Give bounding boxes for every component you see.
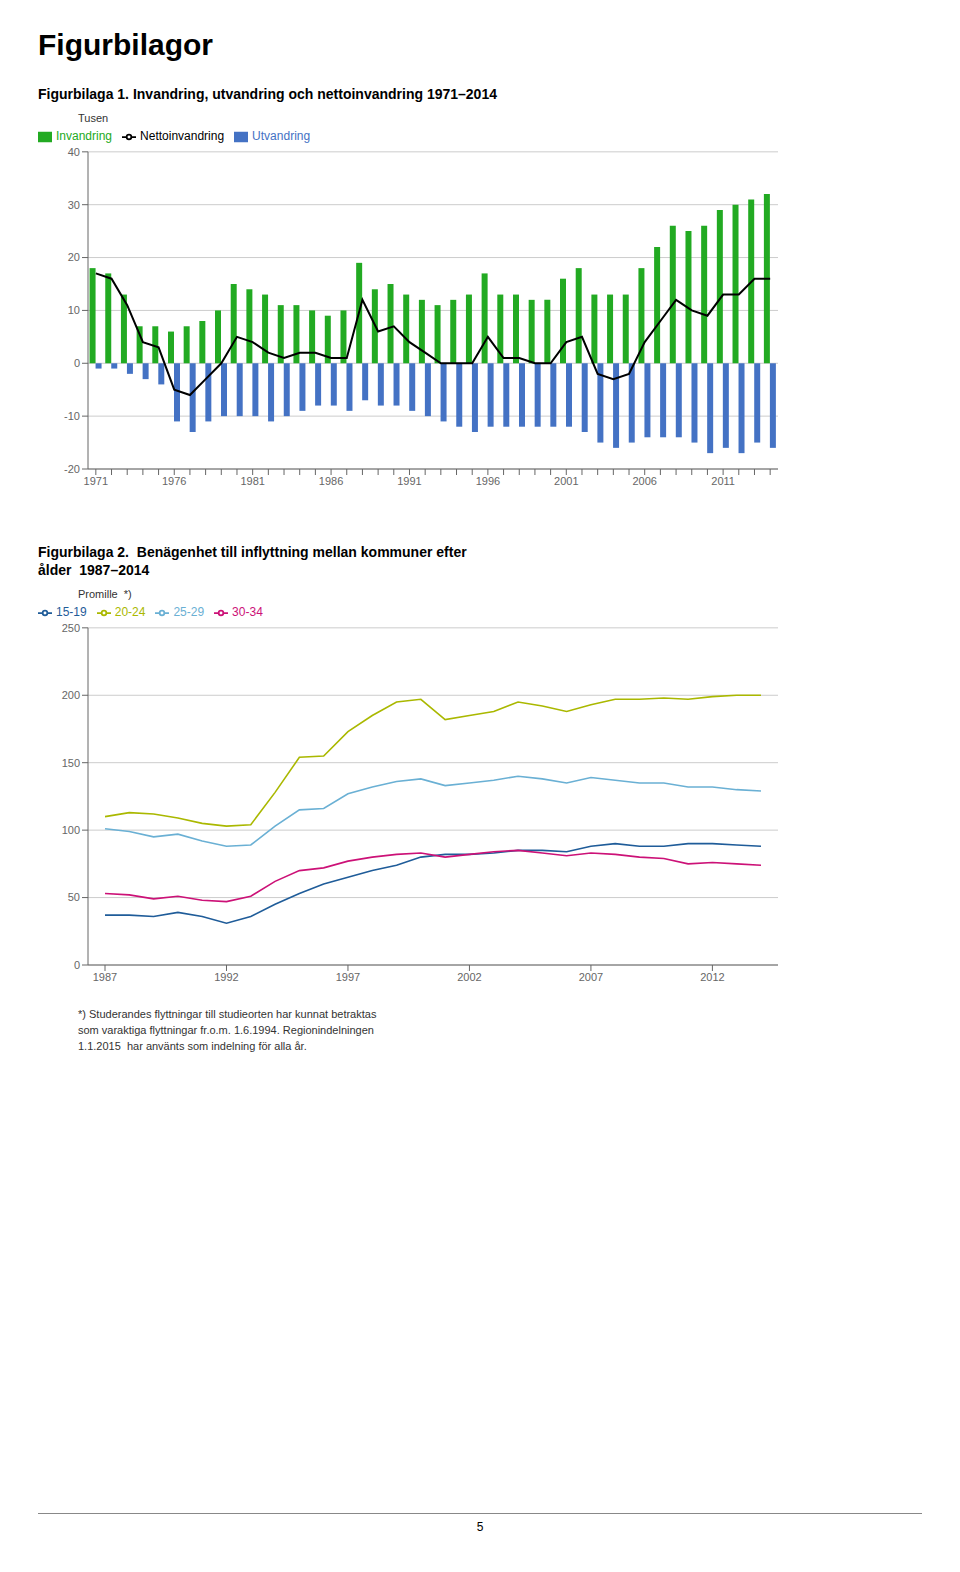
svg-text:150: 150 bbox=[62, 757, 80, 769]
svg-text:40: 40 bbox=[68, 146, 80, 158]
svg-text:1986: 1986 bbox=[319, 475, 343, 487]
html-text:ålder 1987–2014: ålder 1987–2014 bbox=[38, 562, 150, 578]
svg-text:1992: 1992 bbox=[214, 971, 238, 983]
svg-text:1997: 1997 bbox=[336, 971, 360, 983]
svg-text:10: 10 bbox=[68, 304, 80, 316]
svg-text:-20: -20 bbox=[64, 463, 80, 475]
svg-text:1987: 1987 bbox=[93, 971, 117, 983]
html-text:Figurbilagor: Figurbilagor bbox=[38, 28, 213, 61]
html-text:Utvandring: Utvandring bbox=[252, 129, 311, 143]
svg-text:30: 30 bbox=[68, 199, 80, 211]
svg-text:2007: 2007 bbox=[579, 971, 603, 983]
svg-text:200: 200 bbox=[62, 689, 80, 701]
svg-text:1971: 1971 bbox=[84, 475, 108, 487]
svg-text:1976: 1976 bbox=[162, 475, 186, 487]
svg-text:0: 0 bbox=[74, 357, 80, 369]
html-text:*) Studerandes flyttningar til: *) Studerandes flyttningar till studieor… bbox=[78, 1008, 377, 1020]
svg-text:2011: 2011 bbox=[711, 475, 735, 487]
svg-text:250: 250 bbox=[62, 622, 80, 634]
svg-text:20: 20 bbox=[68, 251, 80, 263]
svg-text:2006: 2006 bbox=[632, 475, 656, 487]
html-text:5: 5 bbox=[476, 1520, 484, 1534]
svg-text:-10: -10 bbox=[64, 410, 80, 422]
html-text:Tusen: Tusen bbox=[78, 112, 109, 124]
html-text:15-19: 15-19 bbox=[56, 605, 87, 619]
html-text:Figurbilaga 1. Invandring, utv: Figurbilaga 1. Invandring, utvandring oc… bbox=[38, 86, 497, 102]
svg-text:50: 50 bbox=[68, 891, 80, 903]
svg-text:2001: 2001 bbox=[554, 475, 578, 487]
svg-text:2012: 2012 bbox=[700, 971, 724, 983]
html-text:30-34: 30-34 bbox=[232, 605, 263, 619]
svg-text:100: 100 bbox=[62, 824, 80, 836]
svg-text:2002: 2002 bbox=[457, 971, 481, 983]
svg-text:1991: 1991 bbox=[397, 475, 421, 487]
svg-text:1996: 1996 bbox=[476, 475, 500, 487]
html-text:Nettoinvandring: Nettoinvandring bbox=[140, 129, 225, 143]
html-text:Promille *): Promille *) bbox=[78, 588, 132, 600]
html-text:25-29: 25-29 bbox=[173, 605, 205, 619]
html-text:som varaktiga flyttningar fr.o: som varaktiga flyttningar fr.o.m. 1.6.19… bbox=[78, 1024, 374, 1036]
html-text:Invandring: Invandring bbox=[56, 129, 112, 143]
html-text:Figurbilaga 2. Benägenhet till: Figurbilaga 2. Benägenhet till inflyttni… bbox=[38, 544, 467, 560]
svg-text:1981: 1981 bbox=[240, 475, 264, 487]
html-text:1.1.2015 har använts som indel: 1.1.2015 har använts som indelning för a… bbox=[78, 1040, 307, 1052]
svg-text:0: 0 bbox=[74, 959, 80, 971]
html-text:20-24: 20-24 bbox=[114, 605, 146, 619]
